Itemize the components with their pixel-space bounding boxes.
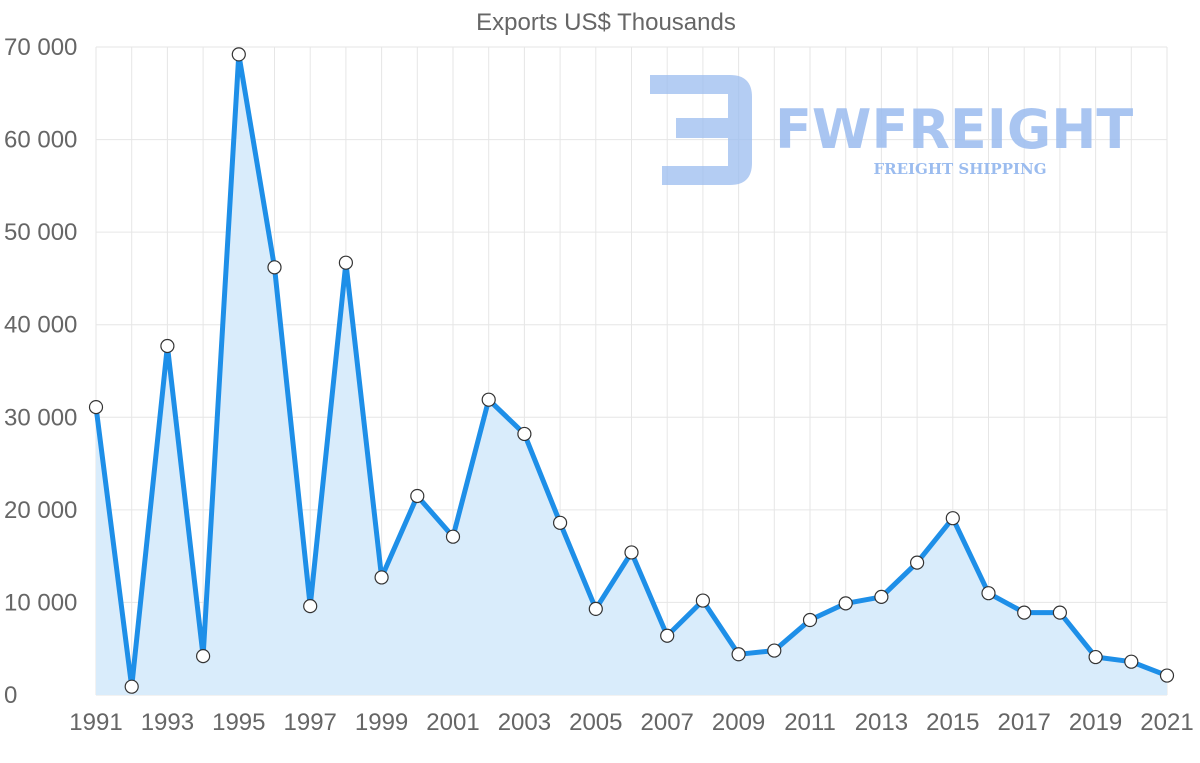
y-axis-ticks: 0 10 000 20 000 30 000 40 000 50 000 60 000 70 …	[4, 34, 77, 709]
data-point	[231, 47, 246, 62]
data-point	[338, 255, 353, 270]
data-point	[552, 515, 568, 530]
data-point	[981, 586, 996, 601]
data-point	[695, 593, 711, 608]
data-point	[838, 596, 853, 611]
x-tick-label: 2021	[1140, 709, 1193, 736]
y-tick-label: 60 000	[4, 127, 77, 154]
data-point	[303, 599, 318, 614]
data-point	[267, 260, 282, 275]
y-tick-label: 40 000	[4, 312, 77, 339]
data-point	[445, 529, 461, 544]
watermark-tagline: FREIGHT SHIPPING	[873, 160, 1046, 178]
x-tick-label: 1991	[69, 709, 122, 736]
fwfreight-watermark: FWFREIGHT FREIGHT SHIPPING	[650, 75, 1133, 185]
x-tick-label: 2007	[641, 709, 694, 736]
data-point	[945, 511, 960, 526]
x-tick-label: 1997	[284, 709, 337, 736]
data-point	[624, 545, 639, 560]
data-point	[1052, 605, 1068, 620]
data-point	[1088, 649, 1103, 665]
y-tick-label: 30 000	[4, 404, 77, 431]
x-tick-label: 2015	[926, 709, 979, 736]
y-tick-label: 10 000	[4, 589, 77, 616]
data-point	[1159, 668, 1175, 683]
x-tick-label: 2011	[784, 709, 836, 736]
x-tick-label: 1995	[212, 709, 265, 736]
data-point	[88, 400, 104, 415]
x-tick-label: 2019	[1069, 709, 1122, 736]
x-tick-label: 2003	[498, 709, 551, 736]
fw-logo-icon	[650, 75, 752, 185]
data-point	[410, 488, 425, 504]
x-tick-label: 2017	[998, 709, 1051, 736]
data-point	[374, 570, 389, 585]
data-point	[874, 589, 889, 604]
x-tick-label: 2009	[712, 709, 765, 736]
chart-title: Exports US$ Thousands	[476, 9, 736, 36]
x-tick-label: 2013	[855, 709, 908, 736]
y-tick-label: 50 000	[4, 219, 77, 246]
series-area-fill	[96, 54, 1167, 695]
y-tick-label: 0	[4, 682, 17, 709]
y-tick-label: 20 000	[4, 497, 77, 524]
data-point	[802, 612, 818, 628]
y-tick-label: 70 000	[4, 34, 77, 61]
x-tick-label: 2001	[426, 709, 479, 736]
data-point	[517, 426, 532, 442]
x-tick-label: 1999	[355, 709, 408, 736]
x-tick-label: 1993	[141, 709, 194, 736]
data-point	[160, 338, 175, 354]
watermark-brand: FWFREIGHT	[775, 98, 1133, 161]
data-point	[481, 392, 496, 407]
data-point	[196, 649, 211, 664]
data-point	[660, 628, 675, 643]
data-point	[767, 643, 782, 658]
data-point	[1124, 654, 1139, 669]
data-points	[88, 47, 1175, 694]
data-point	[731, 647, 746, 662]
x-axis-ticks: 1991 1993 1995 1997 1999 2001 2003 2005 2007 2009…	[69, 709, 1193, 736]
x-tick-label: 2005	[569, 709, 622, 736]
data-point	[1017, 605, 1032, 620]
data-point	[909, 555, 925, 570]
data-point	[588, 601, 603, 617]
data-point	[124, 679, 139, 694]
